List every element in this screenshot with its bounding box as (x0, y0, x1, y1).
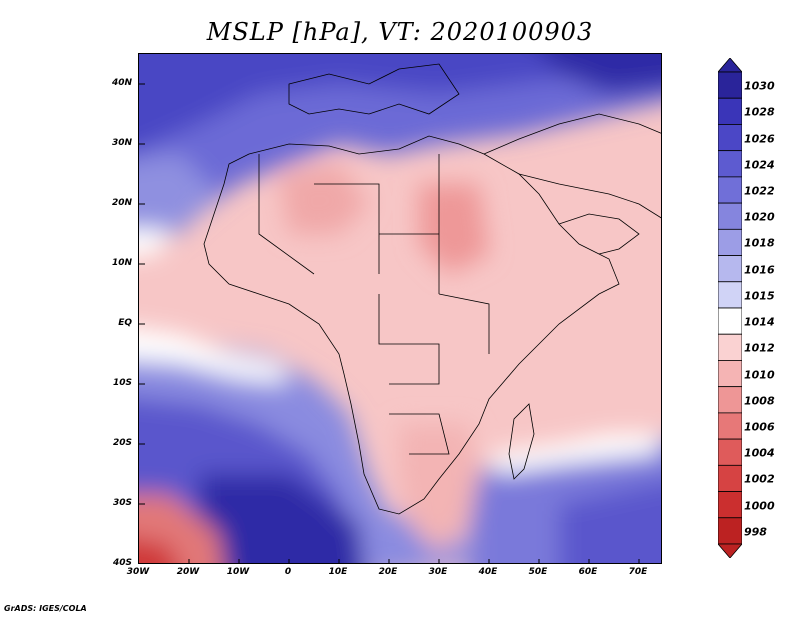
colorbar-segment (718, 281, 742, 309)
colorbar-label: 1024 (744, 158, 775, 172)
lat-label: EQ (118, 318, 132, 328)
colorbar-segment (718, 150, 742, 178)
colorbar-label: 1020 (744, 210, 775, 224)
colorbar-segment (718, 438, 742, 466)
colorbar-label: 1016 (744, 263, 775, 277)
lon-label: 30E (428, 567, 448, 577)
colorbar-label: 1006 (744, 420, 775, 434)
colorbar-label: 1026 (744, 132, 775, 146)
colorbar-segment (718, 464, 742, 492)
colorbar-label: 1022 (744, 184, 775, 198)
lat-label: 40N (111, 78, 132, 88)
lat-label: 10N (111, 258, 132, 268)
colorbar-label: 1002 (744, 472, 775, 486)
lat-label: 30S (112, 498, 132, 508)
lat-label: 40S (112, 558, 132, 568)
lon-label: 10E (328, 567, 348, 577)
colorbar-label: 1004 (744, 446, 775, 460)
lat-label: 10S (112, 378, 132, 388)
colorbar-label: 1010 (744, 368, 775, 382)
colorbar-label: 1012 (744, 341, 775, 355)
colorbar-segment (718, 97, 742, 125)
lon-label: 30W (126, 567, 150, 577)
axis-ticks (139, 83, 640, 563)
lon-label: 60E (578, 567, 598, 577)
lon-label: 20W (176, 567, 200, 577)
pressure-field (139, 54, 661, 563)
lon-label: 0 (284, 567, 292, 577)
colorbar-label: 998 (744, 525, 767, 539)
lat-label: 30N (111, 138, 132, 148)
lon-label: 20E (378, 567, 398, 577)
colorbar-label: 1000 (744, 499, 775, 513)
colorbar-segment (718, 412, 742, 440)
lat-label: 20S (112, 438, 132, 448)
colorbar-segment (718, 491, 742, 519)
lon-label: 70E (628, 567, 648, 577)
map-title: MSLP [hPa], VT: 2020100903 (206, 18, 594, 46)
lon-label: 10W (226, 567, 250, 577)
colorbar-segment (718, 255, 742, 283)
colorbar-top-arrow (718, 58, 742, 73)
colorbar (718, 58, 742, 558)
colorbar-label: 1028 (744, 105, 775, 119)
colorbar-label: 1030 (744, 79, 775, 93)
lon-label: 50E (528, 567, 548, 577)
colorbar-segment (718, 307, 742, 335)
colorbar-segment (718, 176, 742, 204)
footer-credit: GrADS: IGES/COLA (4, 604, 87, 613)
lon-label: 40E (478, 567, 498, 577)
colorbar-segment (718, 360, 742, 388)
colorbar-label: 1015 (744, 289, 775, 303)
colorbar-segment (718, 71, 742, 99)
colorbar-bottom-arrow (718, 543, 742, 558)
colorbar-segment (718, 202, 742, 230)
colorbar-segment (718, 386, 742, 414)
colorbar-label: 1014 (744, 315, 775, 329)
colorbar-segment (718, 228, 742, 256)
colorbar-label: 1018 (744, 236, 775, 250)
lat-label: 20N (111, 198, 132, 208)
coastlines (203, 63, 661, 515)
colorbar-segment (718, 517, 742, 545)
colorbar-segment (718, 333, 742, 361)
colorbar-label: 1008 (744, 394, 775, 408)
map-panel (138, 53, 662, 564)
colorbar-segment (718, 124, 742, 152)
